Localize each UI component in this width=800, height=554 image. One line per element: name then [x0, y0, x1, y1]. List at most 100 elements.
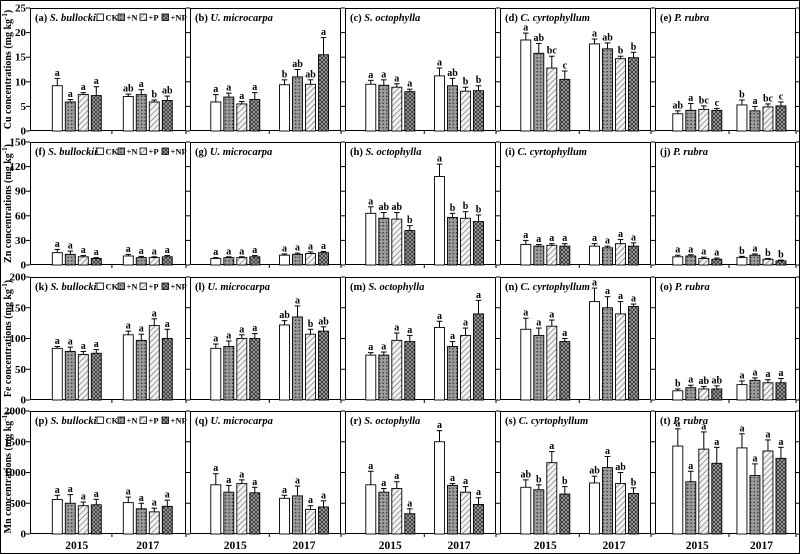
legend-label: +N	[127, 13, 139, 23]
legend-item-n: +N	[117, 282, 138, 292]
legend-label: +NP	[171, 416, 187, 426]
sig-letter: a	[81, 245, 86, 256]
sig-letter: b	[476, 75, 482, 86]
bar-2015-np	[249, 256, 261, 266]
sig-letter: ab	[534, 33, 545, 44]
legend-swatch-n	[117, 416, 125, 424]
bar-2017-np	[473, 221, 484, 266]
bar-2017-p	[148, 325, 160, 401]
panel-species: S. bullockii	[48, 147, 97, 158]
bar-2017-n	[135, 94, 147, 132]
panel-frame	[345, 142, 496, 265]
panel-frame	[500, 411, 651, 534]
y-tick-label: 90	[15, 186, 27, 198]
sig-letter: ab	[279, 310, 290, 321]
bar-2015-p	[546, 325, 558, 401]
bar-2015-np	[90, 504, 102, 535]
y-tick-label: 50	[15, 364, 27, 376]
bar-2015-np	[249, 492, 261, 535]
sig-letter: ab	[615, 462, 626, 473]
legend-swatch-p	[139, 416, 147, 424]
sig-letter: a	[213, 247, 218, 258]
y-tick-label: 120	[10, 161, 27, 173]
sig-letter: a	[450, 331, 455, 342]
sig-letter: a	[688, 93, 693, 104]
y-tick-label: 1000	[4, 467, 27, 479]
panel-frame	[345, 8, 496, 131]
sig-letter: a	[778, 368, 783, 379]
legend-item-p: +P	[139, 416, 159, 426]
sig-letter: c	[779, 91, 784, 102]
sig-letter: a	[139, 324, 144, 335]
legend-item-p: +P	[139, 282, 159, 292]
sig-letter: a	[752, 243, 757, 254]
bar-2015-np	[90, 95, 102, 132]
sig-letter: a	[381, 478, 386, 489]
sig-letter: b	[463, 77, 469, 88]
bar-2017-p	[762, 382, 774, 401]
sig-letter: a	[618, 291, 623, 302]
sig-letter: a	[701, 247, 706, 258]
sig-letter: a	[55, 485, 60, 496]
sig-letter: a	[714, 437, 719, 448]
bar-2017-ck	[122, 502, 134, 535]
bar-2015-ck	[51, 85, 63, 132]
sig-letter: a	[321, 241, 326, 252]
y-tick-label: 1500	[4, 436, 27, 448]
panel-f-s-bullockii: (f) S. bullockii CK +N +P +NPa a a a a a a a	[26, 141, 187, 268]
sig-letter: a	[94, 247, 99, 258]
bar-2017-np	[318, 54, 329, 132]
bar-2015-np	[559, 493, 571, 535]
y-tick-label: 10	[15, 76, 27, 88]
panel-title: (d) C. cyrtophyllum	[505, 13, 590, 24]
sig-letter: a	[81, 82, 86, 93]
sig-letter: ab	[447, 68, 458, 79]
bar-2017-np	[628, 306, 639, 401]
sig-letter: a	[618, 229, 623, 240]
y-tick-label: 150	[10, 302, 27, 314]
sig-letter: a	[631, 294, 636, 305]
x-tick-label-2017: 2017	[136, 540, 159, 552]
sig-letter: a	[94, 76, 99, 87]
sig-letter: b	[151, 90, 157, 101]
bar-2017-ck	[736, 384, 748, 401]
sig-letter: a	[295, 476, 300, 487]
panel-title: (j) P. rubra	[660, 147, 708, 158]
panel-species: P. rubra	[673, 147, 708, 158]
bar-2017-n	[292, 316, 303, 401]
panel-species: C. cyrtophyllum	[518, 147, 587, 158]
legend-item-n: +N	[117, 13, 139, 23]
panel-species: U. microcarpa	[210, 147, 272, 158]
bar-2017-p	[762, 106, 774, 132]
sig-letter: a	[308, 495, 313, 506]
legend-swatch-ck	[96, 282, 104, 290]
bar-2015-np	[404, 91, 416, 132]
panel-species: C. cyrtophyllum	[520, 13, 589, 24]
panel-species: S. octophylla	[368, 282, 424, 293]
panel-frame	[190, 411, 341, 534]
bar-2017-n	[135, 508, 147, 535]
bar-2015-ck	[210, 484, 222, 535]
panel-frame	[345, 277, 496, 400]
panel-title: (a) S. bullockii	[35, 13, 99, 24]
y-axis-label-Mn: Mn concentrations (mg kg-1)	[1, 412, 14, 534]
legend-label: +N	[127, 416, 139, 426]
sig-letter: a	[68, 241, 73, 252]
legend-label: CK	[106, 147, 119, 157]
sig-letter: a	[68, 337, 73, 348]
bar-2015-np	[711, 258, 723, 266]
bar-2015-np	[559, 78, 571, 132]
sig-letter: a	[55, 336, 60, 347]
sig-letter: a	[394, 73, 399, 84]
sig-letter: a	[739, 370, 744, 381]
sig-letter: a	[139, 246, 144, 257]
sig-letter: a	[226, 330, 231, 341]
bar-2015-ck	[520, 328, 532, 401]
sig-letter: a	[592, 233, 597, 244]
bar-2017-n	[447, 484, 458, 535]
